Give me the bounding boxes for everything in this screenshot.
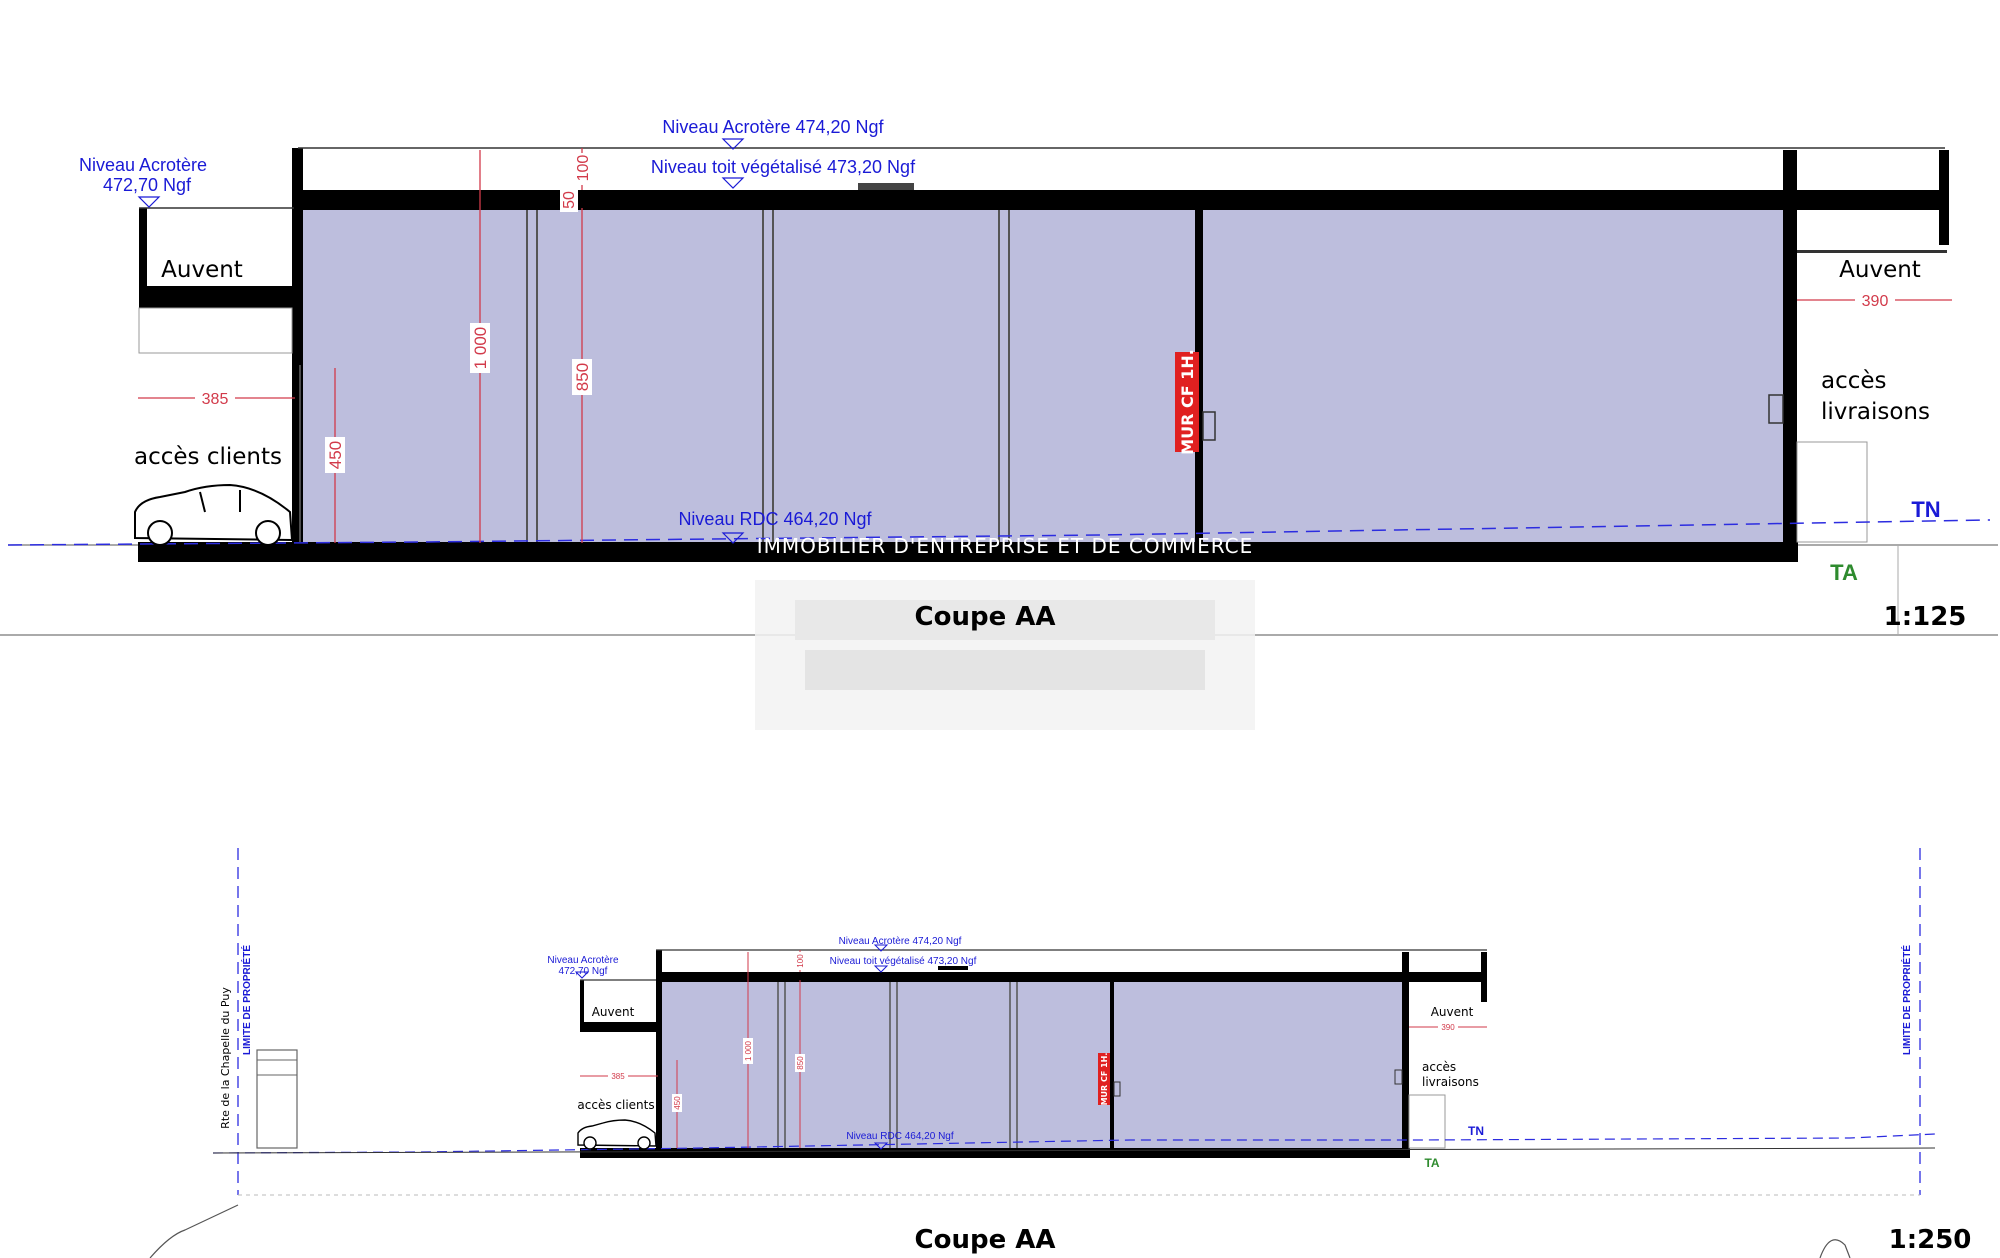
- level-acroterion-left-label-small-1: Niveau Acrotère: [547, 955, 619, 966]
- customer-access-label: accès clients: [134, 444, 282, 470]
- tree-sketch: [1819, 1239, 1851, 1258]
- dim-450: 450: [326, 441, 345, 469]
- section-large: Niveau Acrotère 474,20 Ngf Niveau toit v…: [0, 117, 1998, 730]
- property-limit-left-label: LIMITE DE PROPRIÉTÉ: [240, 945, 253, 1055]
- level-acroterion-left-label-2: 472,70 Ngf: [103, 175, 192, 195]
- partitions-small: [777, 980, 1018, 1150]
- cabinet: [256, 1049, 298, 1149]
- terrain-natural-line-small: [212, 1133, 1936, 1154]
- auvent-right-beam: [1797, 250, 1947, 253]
- level-acroterion-label-small: Niveau Acrotère 474,20 Ngf: [839, 936, 962, 947]
- dim-390-small: 390: [1441, 1023, 1455, 1032]
- dimension-label-bg: [195, 153, 1895, 473]
- level-markers: [137, 138, 745, 544]
- dimension-label-bg-small: [608, 952, 1458, 1112]
- scale-large: 1:125: [1884, 602, 1967, 632]
- dim-100: 100: [575, 155, 592, 182]
- structure-small: [580, 950, 1487, 1158]
- auvent-left-label-small: Auvent: [592, 1005, 635, 1019]
- door-right: [1768, 394, 1784, 424]
- delivery-door-small: [1408, 1094, 1446, 1149]
- room-fill-small: [660, 980, 1405, 1150]
- dim-385-small: 385: [611, 1072, 625, 1081]
- auvent-right-label-small: Auvent: [1431, 1005, 1474, 1019]
- delivery-access-label-small-1: accès: [1422, 1060, 1456, 1074]
- door-right-small: [1394, 1069, 1403, 1085]
- partitions: [526, 208, 1010, 543]
- wall-label-bg: [1175, 352, 1199, 452]
- structure: [138, 148, 1949, 562]
- road-label: Rte de la Chapelle du Puy: [219, 987, 232, 1129]
- door-fire-wall: [1202, 411, 1216, 441]
- delivery-access-label-1: accès: [1821, 368, 1887, 394]
- scale-small: 1:250: [1889, 1225, 1972, 1255]
- dim-1000: 1 000: [471, 327, 490, 370]
- door-fire-wall-small: [1113, 1081, 1121, 1097]
- level-acroterion-left-label-1: Niveau Acrotère: [79, 155, 207, 175]
- level-acroterion-left-label-small-2: 472,70 Ngf: [559, 966, 608, 977]
- ta-label-small: TA: [1424, 1156, 1439, 1170]
- section-title-small: Coupe AA: [915, 1225, 1056, 1255]
- dim-1000-small: 1 000: [744, 1040, 753, 1061]
- section-title-large: Coupe AA: [915, 602, 1056, 632]
- car-icon-small: [577, 1119, 657, 1150]
- delivery-access-label-2: livraisons: [1821, 399, 1930, 425]
- dim-390: 390: [1862, 293, 1889, 310]
- property-limit-right-label: LIMITE DE PROPRIÉTÉ: [1900, 945, 1913, 1055]
- tn-label-small: TN: [1468, 1124, 1484, 1138]
- fire-wall-label: MUR CF 1H.: [1178, 349, 1197, 455]
- terrain-natural-line: [7, 519, 1991, 546]
- watermark-text: IMMOBILIER D'ENTREPRISE ET DE COMMERCE: [757, 534, 1253, 558]
- dim-450-small: 450: [673, 1096, 682, 1110]
- watermark: [755, 580, 1255, 730]
- auvent-left-label: Auvent: [161, 257, 243, 283]
- room-fill: [303, 208, 1783, 543]
- car-icon: [134, 483, 294, 546]
- level-ground-floor-label: Niveau RDC 464,20 Ngf: [678, 509, 872, 529]
- delivery-door: [1796, 441, 1868, 543]
- terrain-finished-line-small: [212, 1147, 1936, 1154]
- dim-50: 50: [561, 191, 578, 209]
- level-acroterion-label: Niveau Acrotère 474,20 Ngf: [662, 117, 884, 137]
- level-markers-small: [574, 944, 889, 1150]
- auvent-right-label: Auvent: [1839, 257, 1921, 283]
- auvent-underside: [138, 307, 293, 354]
- level-roof-label-small: Niveau toit végétalisé 473,20 Ngf: [830, 956, 977, 967]
- dim-100-small: 100: [796, 954, 805, 968]
- fire-wall-label-small: MUR CF 1H.: [1100, 1053, 1109, 1106]
- level-roof-label: Niveau toit végétalisé 473,20 Ngf: [651, 157, 916, 177]
- level-ground-floor-label-small: Niveau RDC 464,20 Ngf: [846, 1131, 953, 1142]
- customer-access-label-small: accès clients: [577, 1098, 654, 1112]
- dim-850-small: 850: [796, 1056, 805, 1070]
- delivery-access-label-small-2: livraisons: [1422, 1075, 1479, 1089]
- wall-label-bg-small: [1098, 1053, 1110, 1105]
- dim-385: 385: [202, 391, 229, 408]
- road-curve: [149, 1204, 239, 1258]
- ta-label: TA: [1830, 560, 1858, 585]
- section-small: Niveau Acrotère 474,20 Ngf Niveau toit v…: [149, 848, 1972, 1258]
- dim-850: 850: [573, 363, 592, 391]
- tn-label: TN: [1911, 497, 1940, 522]
